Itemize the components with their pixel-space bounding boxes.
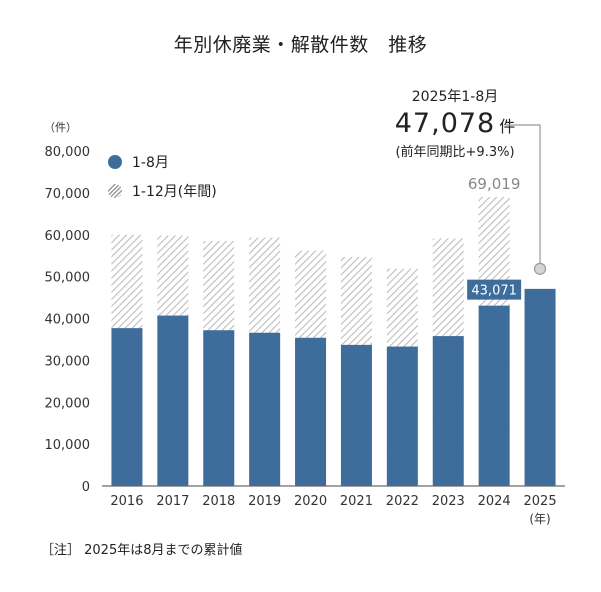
legend-item-annual: 1-12月(年間) bbox=[108, 181, 217, 201]
bar-1-8-2022 bbox=[386, 346, 418, 486]
y-tick-label: 20,000 bbox=[45, 396, 91, 411]
chart-title: 年別休廃業・解散件数 推移 bbox=[173, 34, 428, 56]
y-tick-label: 10,000 bbox=[45, 438, 91, 453]
bar-1-8-2020 bbox=[295, 337, 327, 486]
callout-connector bbox=[506, 124, 541, 263]
data-label-1-8-2024: 43,071 bbox=[471, 284, 517, 299]
x-tick-label: 2017 bbox=[156, 494, 189, 509]
x-tick-label: 2025 bbox=[524, 494, 557, 509]
x-axis-unit-label: (年) bbox=[529, 512, 550, 526]
x-tick-label: 2018 bbox=[202, 494, 235, 509]
callout-2025: 2025年1-8月 47,078 件 (前年同期比+9.3%) bbox=[365, 86, 545, 160]
bar-1-8-2023 bbox=[432, 336, 464, 486]
callout-marker bbox=[533, 262, 547, 275]
bar-1-8-2025 bbox=[524, 288, 556, 486]
y-axis-unit-label: （件） bbox=[44, 121, 77, 134]
data-label-box bbox=[467, 279, 522, 300]
y-tick-label: 80,000 bbox=[45, 145, 91, 160]
callout-unit: 件 bbox=[499, 117, 516, 136]
bar-1-8-2018 bbox=[203, 330, 235, 486]
callout-period: 2025年1-8月 bbox=[411, 89, 499, 105]
bar-1-8-2019 bbox=[249, 332, 281, 486]
x-tick-label: 2019 bbox=[248, 494, 281, 509]
y-tick-label: 30,000 bbox=[45, 354, 91, 369]
data-label-annual-2024: 69,019 bbox=[468, 175, 521, 193]
footnote: ［注］ 2025年は8月までの累計値 bbox=[41, 543, 243, 558]
y-tick-label: 0 bbox=[82, 480, 90, 495]
x-tick-label: 2023 bbox=[432, 494, 465, 509]
bar-1-8-2016 bbox=[111, 328, 143, 486]
legend-swatch-solid bbox=[108, 155, 122, 169]
x-tick-label: 2024 bbox=[478, 494, 511, 509]
callout-value-line: 47,078 件 bbox=[365, 108, 545, 139]
legend-item-1-8: 1-8月 bbox=[108, 152, 169, 172]
bar-1-8-2024 bbox=[478, 305, 510, 486]
x-tick-label: 2020 bbox=[294, 494, 327, 509]
legend-label-1-8: 1-8月 bbox=[132, 155, 169, 171]
y-tick-label: 50,000 bbox=[45, 271, 91, 286]
x-tick-label: 2022 bbox=[386, 494, 419, 509]
bar-1-8-2017 bbox=[157, 315, 189, 486]
y-tick-label: 70,000 bbox=[45, 187, 91, 202]
y-tick-label: 40,000 bbox=[45, 313, 91, 328]
bar-1-8-2021 bbox=[340, 344, 372, 486]
callout-value: 47,078 bbox=[394, 108, 496, 139]
y-tick-label: 60,000 bbox=[45, 229, 91, 244]
x-tick-label: 2021 bbox=[340, 494, 373, 509]
legend-label-annual: 1-12月(年間) bbox=[132, 184, 217, 200]
legend-swatch-hatched bbox=[108, 184, 122, 198]
callout-yoy: (前年同期比+9.3%) bbox=[395, 145, 515, 160]
x-tick-label: 2016 bbox=[110, 494, 143, 509]
